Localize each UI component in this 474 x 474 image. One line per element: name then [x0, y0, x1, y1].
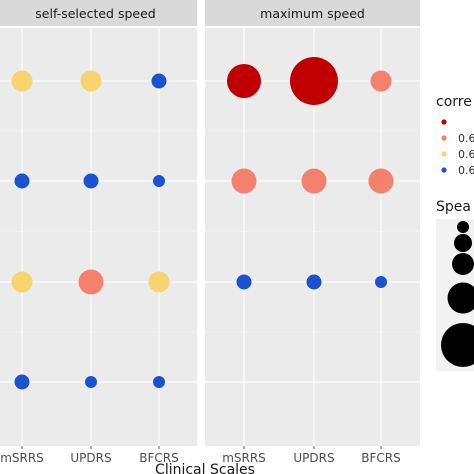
data-point	[227, 64, 261, 98]
data-point	[151, 73, 167, 89]
data-point	[78, 269, 104, 295]
size-legend-key	[454, 234, 472, 252]
data-point	[85, 376, 97, 388]
size-legend-key	[441, 323, 474, 367]
data-point	[153, 376, 165, 388]
x-tick-label: mSRRS	[222, 451, 266, 465]
size-legend-key	[457, 221, 469, 233]
data-point	[11, 271, 33, 293]
x-tick-label: UPDRS	[70, 451, 111, 465]
legend-key	[441, 151, 447, 157]
x-axis-title: Clinical Scales	[155, 462, 255, 474]
data-point	[80, 70, 102, 92]
size-legend-title: Spea	[436, 199, 471, 215]
data-point	[153, 175, 165, 187]
x-tick-label: UPDRS	[293, 451, 334, 465]
legend-key	[441, 135, 447, 141]
size-legend-key	[452, 253, 474, 275]
legend-key	[441, 119, 447, 125]
data-point	[236, 274, 252, 290]
facet-strip	[205, 0, 420, 26]
data-point	[11, 70, 33, 92]
size-legend-key	[447, 282, 474, 314]
data-point	[14, 374, 30, 390]
data-point	[375, 276, 387, 288]
data-point	[370, 70, 392, 92]
legend-label: 0.6	[458, 148, 474, 161]
facet-title: maximum speed	[260, 6, 365, 21]
facet-strip	[0, 0, 197, 26]
x-tick-label: BFCRS	[139, 451, 178, 465]
color-legend-title: corre	[436, 94, 472, 110]
data-point	[290, 57, 338, 105]
legend-label: 0.6	[458, 164, 474, 177]
legend-label: 0.6	[458, 132, 474, 145]
x-tick-label: mSRRS	[0, 451, 44, 465]
data-point	[306, 274, 322, 290]
panel-background	[0, 28, 197, 446]
x-tick-label: BFCRS	[361, 451, 400, 465]
data-point	[14, 173, 30, 189]
data-point	[148, 271, 170, 293]
data-point	[368, 168, 394, 194]
data-point	[301, 168, 327, 194]
legend-key	[441, 167, 447, 173]
facet-title: self-selected speed	[35, 6, 155, 21]
data-point	[83, 173, 99, 189]
data-point	[231, 168, 257, 194]
